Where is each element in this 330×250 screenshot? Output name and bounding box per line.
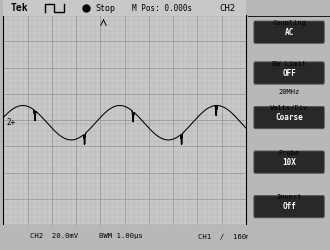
Text: Off: Off [282,202,296,211]
Text: M Pos: 0.000s: M Pos: 0.000s [132,4,192,13]
FancyBboxPatch shape [254,21,324,43]
Text: 2+: 2+ [6,118,16,127]
Text: BW Limit: BW Limit [272,61,306,67]
FancyBboxPatch shape [254,196,324,218]
FancyBboxPatch shape [254,151,324,173]
Text: Stop: Stop [95,4,115,13]
Text: Tek: Tek [11,3,28,13]
Text: 10X: 10X [282,158,296,166]
Text: CH2  20.0mV: CH2 20.0mV [30,233,78,239]
Text: Probe: Probe [279,150,300,156]
Text: AC: AC [284,28,294,37]
Text: CH2: CH2 [219,4,235,13]
Text: Coupling: Coupling [272,20,306,26]
Text: Volts/Div: Volts/Div [270,105,308,111]
FancyBboxPatch shape [254,62,324,84]
Text: 20MHz: 20MHz [279,89,300,95]
Text: BWM 1.00μs: BWM 1.00μs [99,233,143,239]
Text: Invert: Invert [276,194,302,200]
Text: OFF: OFF [282,68,296,78]
Text: Coarse: Coarse [275,113,303,122]
FancyBboxPatch shape [254,106,324,129]
Text: CH1  ∕  160mV: CH1 ∕ 160mV [198,233,255,239]
